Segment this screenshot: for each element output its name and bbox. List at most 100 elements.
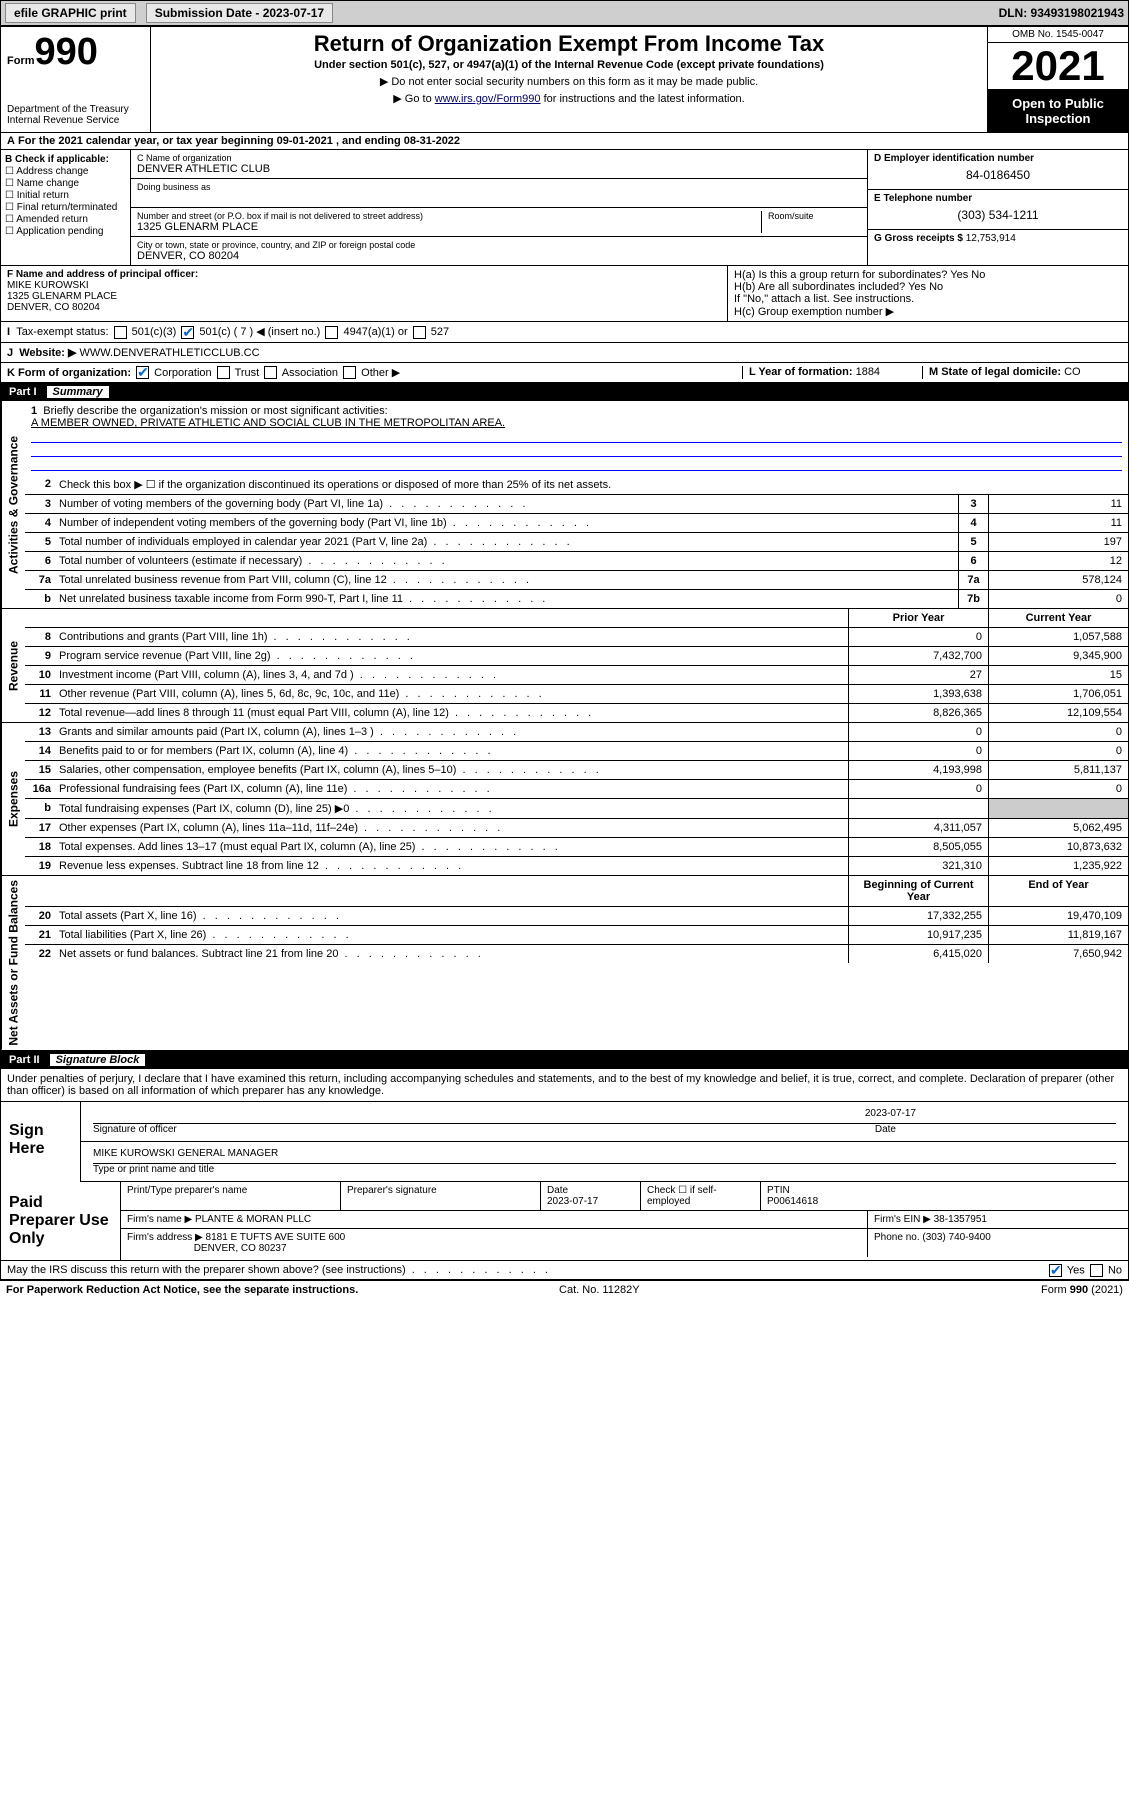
m-label: M State of legal domicile: [929, 366, 1061, 378]
arrow2-post: for instructions and the latest informat… [541, 93, 745, 105]
line1: 1 Briefly describe the organization's mi… [25, 401, 1128, 475]
hdr-end: End of Year [988, 876, 1128, 906]
vlabel-gov: Activities & Governance [1, 401, 25, 608]
prep-date-label: Date [547, 1185, 568, 1196]
row-a: A For the 2021 calendar year, or tax yea… [1, 133, 1128, 150]
firm-phone-label: Phone no. [874, 1232, 920, 1243]
website: WWW.DENVERATHLETICCLUB.CC [79, 347, 259, 359]
cb-addr[interactable]: ☐ Address change [5, 166, 126, 177]
gross: 12,753,914 [966, 233, 1016, 244]
part2-title: Signature Block [50, 1054, 146, 1066]
firm-name: PLANTE & MORAN PLLC [195, 1214, 311, 1225]
preparer-row: Paid Preparer Use Only Print/Type prepar… [1, 1182, 1128, 1261]
instructions-link[interactable]: www.irs.gov/Form990 [435, 93, 541, 105]
ha: H(a) Is this a group return for subordin… [734, 269, 947, 281]
i-501c3[interactable] [114, 326, 127, 339]
phone: (303) 534-1211 [874, 204, 1122, 226]
sig-name: MIKE KUROWSKI GENERAL MANAGER [93, 1148, 278, 1159]
k-assoc[interactable] [264, 366, 277, 379]
gov-row: 4 Number of independent voting members o… [25, 514, 1128, 533]
phone-label: E Telephone number [874, 193, 1122, 204]
k-corp[interactable] [136, 366, 149, 379]
footer: For Paperwork Reduction Act Notice, see … [0, 1281, 1129, 1299]
part1-rev: Revenue Prior Year Current Year 8 Contri… [1, 609, 1128, 723]
part1-num: Part I [9, 386, 37, 398]
data-row: b Total fundraising expenses (Part IX, c… [25, 799, 1128, 819]
data-row: 18 Total expenses. Add lines 13–17 (must… [25, 838, 1128, 857]
firm-ein: 38-1357951 [934, 1214, 987, 1225]
cell-name: C Name of organization DENVER ATHLETIC C… [131, 150, 867, 179]
k-label: K Form of organization: [7, 367, 131, 379]
vlabel-rev: Revenue [1, 609, 25, 722]
part1-net: Net Assets or Fund Balances Beginning of… [1, 876, 1128, 1051]
cb-pending[interactable]: ☐ Application pending [5, 226, 126, 237]
k-trust[interactable] [217, 366, 230, 379]
cb-initial[interactable]: ☐ Initial return [5, 190, 126, 201]
tax-year: 2021 [988, 43, 1128, 90]
data-row: 12 Total revenue—add lines 8 through 11 … [25, 704, 1128, 722]
efile-btn[interactable]: efile GRAPHIC print [5, 3, 136, 23]
col-c: C Name of organization DENVER ATHLETIC C… [131, 150, 868, 265]
prep-sig-label: Preparer's signature [341, 1182, 541, 1210]
col-b: B Check if applicable: ☐ Address change … [1, 150, 131, 265]
data-row: 14 Benefits paid to or for members (Part… [25, 742, 1128, 761]
firm-addr1: 8181 E TUFTS AVE SUITE 600 [206, 1232, 346, 1243]
ein-label: D Employer identification number [874, 153, 1122, 164]
cb-name[interactable]: ☐ Name change [5, 178, 126, 189]
col-b-label: B Check if applicable: [5, 154, 109, 165]
ptin-label: PTIN [767, 1185, 790, 1196]
part1-exp: Expenses 13 Grants and similar amounts p… [1, 723, 1128, 876]
arrow2-pre: ▶ Go to [393, 93, 434, 105]
declaration: Under penalties of perjury, I declare th… [1, 1069, 1128, 1102]
cell-phone: E Telephone number (303) 534-1211 [868, 190, 1128, 230]
gov-row: 5 Total number of individuals employed i… [25, 533, 1128, 552]
submission-btn[interactable]: Submission Date - 2023-07-17 [146, 3, 333, 23]
row-i: I Tax-exempt status: 501(c)(3) 501(c) ( … [1, 322, 1128, 343]
cb-amended[interactable]: ☐ Amended return [5, 214, 126, 225]
i-4947[interactable] [325, 326, 338, 339]
discuss-row: May the IRS discuss this return with the… [1, 1261, 1128, 1280]
form-990: Form990 Department of the Treasury Inter… [0, 26, 1129, 1281]
k-other[interactable] [343, 366, 356, 379]
data-row: 8 Contributions and grants (Part VIII, l… [25, 628, 1128, 647]
discuss-yes[interactable] [1049, 1264, 1062, 1277]
discuss-no[interactable] [1090, 1264, 1103, 1277]
gov-row: 3 Number of voting members of the govern… [25, 495, 1128, 514]
row-a-text: For the 2021 calendar year, or tax year … [18, 135, 460, 147]
part2-header: Part II Signature Block [1, 1051, 1128, 1069]
data-row: 13 Grants and similar amounts paid (Part… [25, 723, 1128, 742]
data-row: 10 Investment income (Part VIII, column … [25, 666, 1128, 685]
gov-row: 7a Total unrelated business revenue from… [25, 571, 1128, 590]
form-num: 990 [35, 31, 98, 73]
row-bcd: B Check if applicable: ☐ Address change … [1, 150, 1128, 266]
i-501c[interactable] [181, 326, 194, 339]
line2-text: Check this box ▶ ☐ if the organization d… [55, 475, 1128, 494]
row-h: H(a) Is this a group return for subordin… [728, 266, 1128, 321]
city: DENVER, CO 80204 [137, 250, 861, 262]
arrow2: ▶ Go to www.irs.gov/Form990 for instruct… [157, 92, 981, 105]
data-row: 19 Revenue less expenses. Subtract line … [25, 857, 1128, 875]
cell-ein: D Employer identification number 84-0186… [868, 150, 1128, 190]
ein: 84-0186450 [874, 164, 1122, 186]
cb-final[interactable]: ☐ Final return/terminated [5, 202, 126, 213]
city-label: City or town, state or province, country… [137, 240, 861, 250]
vlabel-exp: Expenses [1, 723, 25, 875]
row-j: J Website: ▶ WWW.DENVERATHLETICCLUB.CC [1, 343, 1128, 363]
data-row: 20 Total assets (Part X, line 16) 17,332… [25, 907, 1128, 926]
hb: H(b) Are all subordinates included? [734, 281, 905, 293]
sig-date-label: Date [875, 1124, 896, 1135]
row-fh: F Name and address of principal officer:… [1, 266, 1128, 322]
cell-city: City or town, state or province, country… [131, 237, 867, 265]
i-527[interactable] [413, 326, 426, 339]
discuss-text: May the IRS discuss this return with the… [7, 1264, 551, 1276]
gross-label: G Gross receipts $ [874, 233, 963, 244]
ptin: P00614618 [767, 1196, 818, 1207]
m-val: CO [1064, 366, 1081, 378]
gov-row: b Net unrelated business taxable income … [25, 590, 1128, 608]
firm-ein-label: Firm's EIN ▶ [874, 1214, 931, 1225]
street-label: Number and street (or P.O. box if mail i… [137, 211, 761, 221]
sig-date: 2023-07-17 [865, 1108, 916, 1119]
i-label: Tax-exempt status: [16, 326, 108, 338]
form-number: Form990 [7, 31, 144, 74]
room-label: Room/suite [768, 211, 861, 221]
